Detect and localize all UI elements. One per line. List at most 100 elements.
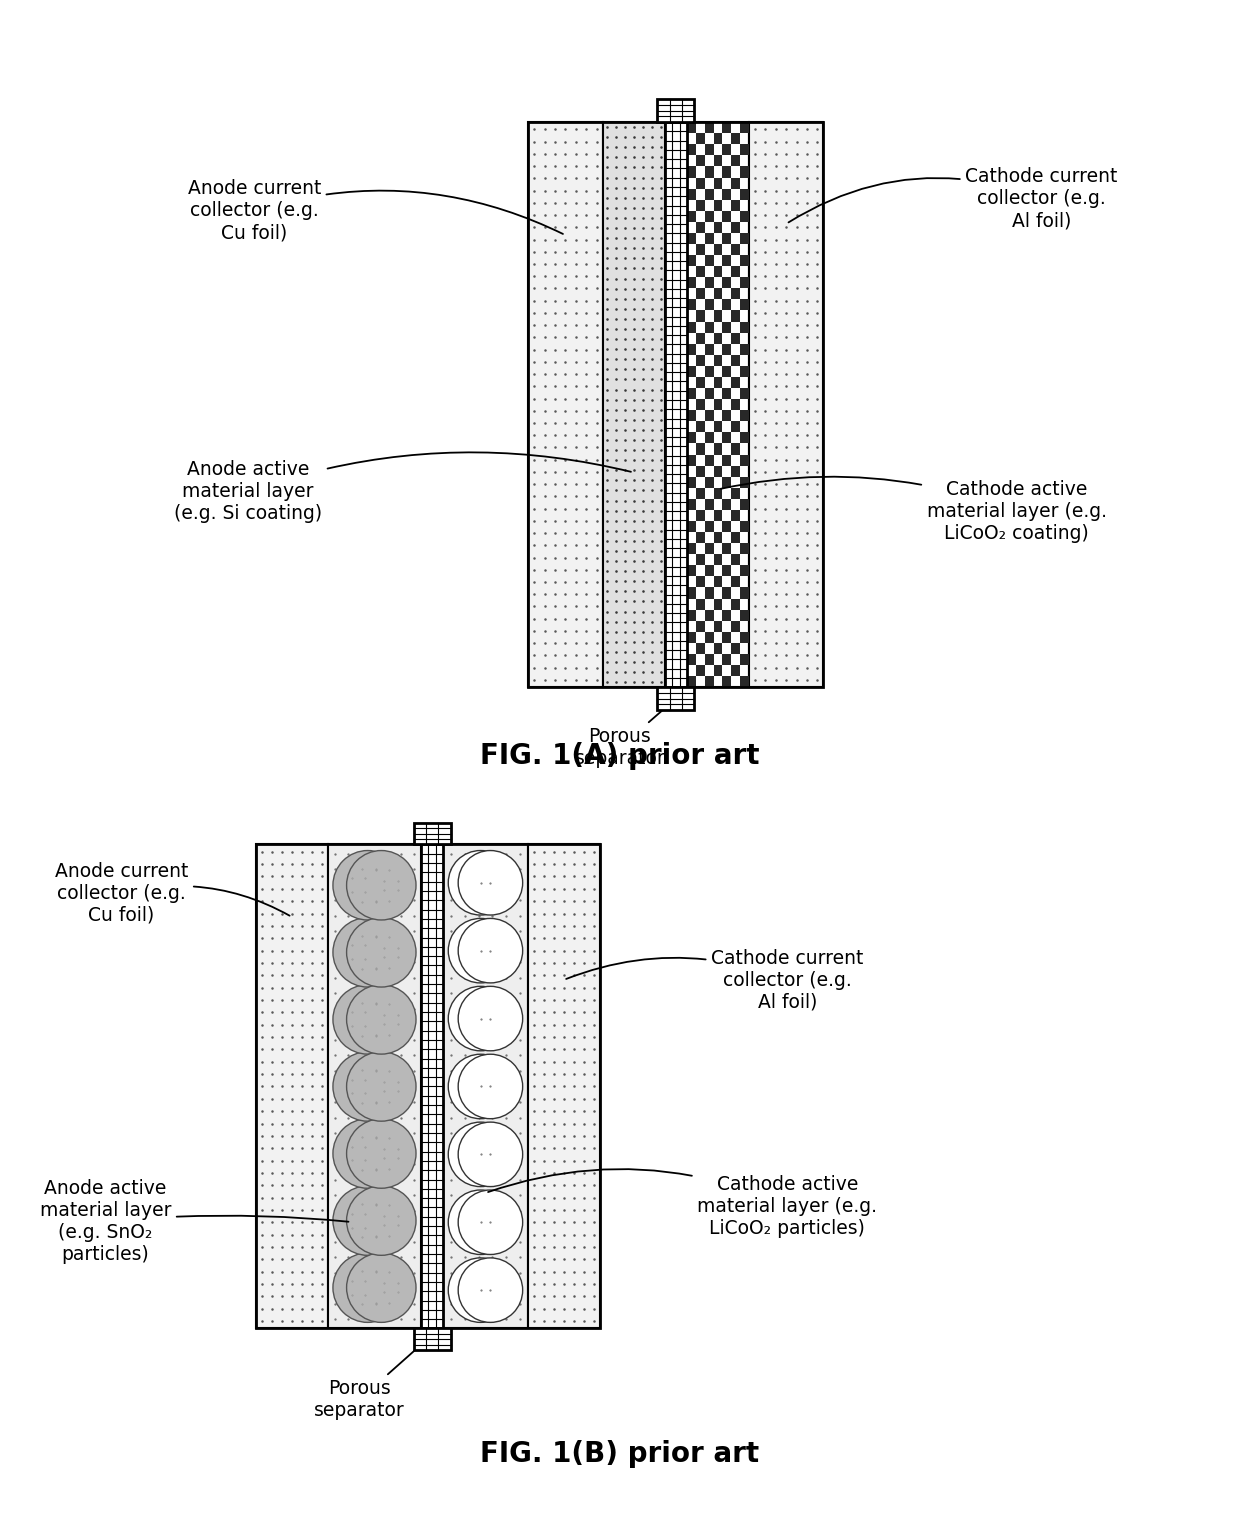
Bar	[704, 654, 713, 664]
Bar	[420, 844, 444, 1328]
Bar	[732, 289, 740, 299]
Bar	[687, 476, 696, 487]
Bar	[713, 133, 723, 145]
Bar	[327, 844, 420, 1328]
Bar	[713, 333, 723, 344]
Bar	[740, 322, 749, 333]
Bar	[732, 310, 740, 322]
Bar	[704, 366, 713, 377]
Bar	[696, 599, 704, 609]
Ellipse shape	[458, 1054, 523, 1119]
Bar	[713, 266, 723, 278]
Bar	[713, 399, 723, 411]
Bar	[723, 255, 732, 266]
Bar	[704, 432, 713, 443]
Ellipse shape	[332, 1186, 402, 1255]
Bar	[732, 177, 740, 189]
Bar	[528, 844, 600, 1328]
Text: Anode active
material layer
(e.g. Si coating): Anode active material layer (e.g. Si coa…	[174, 452, 631, 524]
Bar	[687, 255, 696, 266]
Bar	[740, 521, 749, 531]
Ellipse shape	[449, 986, 513, 1051]
Bar	[713, 377, 723, 388]
Bar	[696, 289, 704, 299]
Bar	[723, 609, 732, 620]
Bar	[687, 455, 696, 466]
Bar	[704, 145, 713, 156]
Bar	[687, 145, 696, 156]
Ellipse shape	[332, 918, 402, 986]
Bar	[704, 411, 713, 421]
Bar	[749, 122, 823, 687]
Bar	[704, 122, 713, 133]
Bar	[740, 588, 749, 599]
Bar	[713, 354, 723, 366]
Bar	[740, 366, 749, 377]
Bar	[687, 521, 696, 531]
Bar	[696, 310, 704, 322]
Bar	[696, 244, 704, 255]
Bar	[713, 177, 723, 189]
Bar	[665, 122, 687, 687]
Bar	[723, 676, 732, 687]
Bar	[723, 499, 732, 510]
Bar	[740, 344, 749, 354]
Bar	[704, 499, 713, 510]
Bar	[528, 122, 603, 687]
Bar	[713, 244, 723, 255]
Bar	[687, 122, 749, 687]
Bar	[687, 565, 696, 576]
Bar	[687, 588, 696, 599]
Bar	[732, 156, 740, 166]
Bar	[255, 844, 327, 1328]
Bar	[657, 99, 694, 122]
Bar	[413, 1328, 450, 1350]
Bar	[713, 510, 723, 521]
Bar	[704, 521, 713, 531]
Bar	[732, 333, 740, 344]
Bar	[740, 234, 749, 244]
Text: Porous
separator: Porous separator	[314, 1336, 430, 1420]
Bar	[740, 609, 749, 620]
Bar	[696, 156, 704, 166]
Bar	[732, 377, 740, 388]
Text: Cathode active
material layer (e.g.
LiCoO₂ particles): Cathode active material layer (e.g. LiCo…	[489, 1170, 878, 1238]
Bar	[713, 531, 723, 544]
Bar	[687, 189, 696, 200]
Bar	[713, 221, 723, 234]
Ellipse shape	[458, 1122, 523, 1186]
Text: Cathode current
collector (e.g.
Al foil): Cathode current collector (e.g. Al foil)	[567, 948, 863, 1012]
Bar	[740, 122, 749, 133]
Bar	[687, 166, 696, 177]
Text: Anode current
collector (e.g.
Cu foil): Anode current collector (e.g. Cu foil)	[55, 861, 290, 925]
Bar	[704, 388, 713, 399]
Bar	[696, 510, 704, 521]
Bar	[704, 632, 713, 643]
Bar	[704, 255, 713, 266]
Bar	[740, 632, 749, 643]
Bar	[704, 676, 713, 687]
Bar	[713, 156, 723, 166]
Bar	[723, 632, 732, 643]
Bar	[732, 664, 740, 676]
Bar	[732, 554, 740, 565]
Bar	[723, 654, 732, 664]
Bar	[413, 823, 450, 844]
Bar	[723, 166, 732, 177]
Bar	[713, 466, 723, 476]
Bar	[704, 588, 713, 599]
Bar	[696, 200, 704, 211]
Bar	[740, 211, 749, 221]
Bar	[740, 544, 749, 554]
Bar	[687, 211, 696, 221]
Bar	[696, 399, 704, 411]
Bar	[713, 599, 723, 609]
Bar	[704, 544, 713, 554]
Bar	[713, 310, 723, 322]
Bar	[713, 421, 723, 432]
Bar	[687, 344, 696, 354]
Bar	[723, 432, 732, 443]
Bar	[704, 344, 713, 354]
Ellipse shape	[332, 1119, 402, 1188]
Bar	[713, 620, 723, 632]
